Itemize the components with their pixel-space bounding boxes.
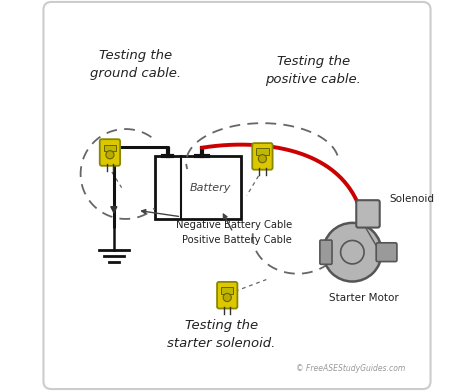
Text: © FreeASEStudyGuides.com: © FreeASEStudyGuides.com: [296, 364, 405, 373]
Text: Solenoid: Solenoid: [390, 194, 435, 204]
FancyBboxPatch shape: [376, 243, 397, 262]
Circle shape: [258, 154, 266, 163]
FancyBboxPatch shape: [100, 139, 120, 166]
Text: Testing the
positive cable.: Testing the positive cable.: [265, 55, 361, 86]
FancyBboxPatch shape: [44, 2, 430, 389]
FancyBboxPatch shape: [252, 143, 273, 170]
Text: Negative Battery Cable: Negative Battery Cable: [142, 210, 292, 230]
FancyBboxPatch shape: [256, 149, 269, 155]
Text: Starter Motor: Starter Motor: [329, 293, 399, 303]
FancyBboxPatch shape: [217, 282, 237, 308]
FancyBboxPatch shape: [155, 156, 241, 219]
FancyBboxPatch shape: [104, 145, 116, 151]
Text: Testing the
ground cable.: Testing the ground cable.: [90, 49, 181, 80]
FancyBboxPatch shape: [356, 200, 380, 228]
Circle shape: [323, 223, 382, 282]
Text: Battery: Battery: [190, 183, 231, 193]
FancyBboxPatch shape: [221, 287, 234, 294]
Circle shape: [223, 293, 231, 301]
Text: Positive Battery Cable: Positive Battery Cable: [182, 214, 292, 245]
Circle shape: [106, 151, 114, 159]
Text: Testing the
starter solenoid.: Testing the starter solenoid.: [167, 319, 275, 350]
FancyBboxPatch shape: [320, 240, 332, 264]
